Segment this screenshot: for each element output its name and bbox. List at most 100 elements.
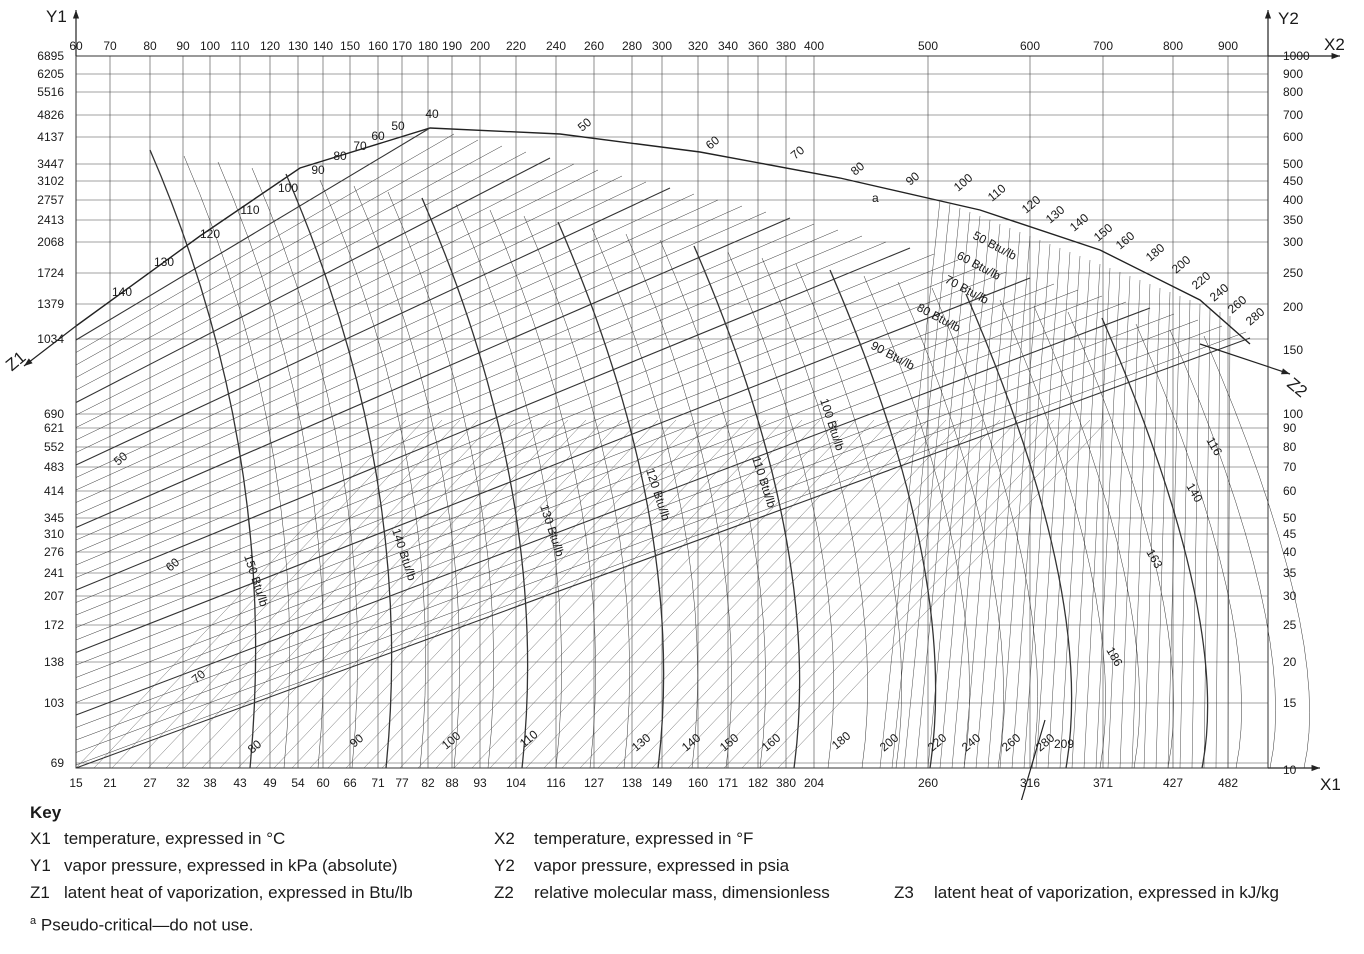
fan-line — [1191, 303, 1201, 769]
y1-tick-label: 241 — [44, 566, 64, 580]
hatch-line — [291, 419, 623, 769]
latent-heat-arc — [897, 281, 1004, 769]
latent-heat-arc — [421, 197, 529, 769]
y2-tick-label: 50 — [1283, 511, 1297, 525]
latent-heat-arc — [1033, 305, 1140, 769]
x1-tick-label: 21 — [103, 776, 117, 790]
mw-diagonal-line — [75, 163, 575, 416]
z3-axis-arrow — [1020, 719, 1046, 800]
x2-tick-label: 60 — [69, 39, 83, 53]
hatch-line — [147, 419, 479, 769]
mw-upper-label: 150 — [1091, 220, 1116, 244]
z1-label: 110 — [517, 727, 541, 750]
mw-diagonal-line — [75, 199, 719, 491]
fan-line — [1119, 279, 1141, 769]
fan-line — [1131, 283, 1151, 769]
z1-label: 150 — [717, 730, 742, 754]
mw-upper-label: 220 — [1189, 268, 1214, 292]
y1-tick-label: 621 — [44, 421, 64, 435]
fan-line — [999, 239, 1041, 769]
latent-heat-arc — [319, 179, 426, 769]
key-title: Key — [30, 803, 62, 822]
hatch-line — [237, 419, 569, 769]
mw-diagonal-line — [75, 235, 863, 566]
key-code-x2: X2 — [494, 829, 515, 848]
x1-tick-label: 32 — [176, 776, 190, 790]
x1-tick-label: 82 — [421, 776, 435, 790]
hatch-line — [633, 419, 965, 769]
key-text-z3: latent heat of vaporization, expressed i… — [934, 883, 1279, 902]
key-code-x1: X1 — [30, 829, 51, 848]
fan-line — [1035, 251, 1071, 769]
fan-line — [879, 199, 941, 769]
x1-tick-label: 43 — [233, 776, 247, 790]
x1-tick-label: 77 — [395, 776, 409, 790]
hatch-line — [435, 419, 767, 769]
y1-tick-label: 690 — [44, 407, 64, 421]
mw-upper-label: 110 — [985, 181, 1009, 204]
mw-left-label: 40 — [425, 107, 439, 121]
latent-heat-arc — [727, 251, 834, 769]
x1-tick-label: 104 — [506, 776, 526, 790]
key-text-x2: temperature, expressed in °F — [534, 829, 754, 848]
x1-tick-label: 49 — [263, 776, 277, 790]
hatch-line — [453, 419, 785, 769]
y2-tick-label: 800 — [1283, 85, 1303, 99]
z1-end-label: 209 — [1054, 737, 1074, 751]
x2-tick-label: 800 — [1163, 39, 1183, 53]
mw-diagonal-line — [75, 241, 887, 578]
fan-line — [891, 203, 951, 769]
fan-line — [903, 207, 961, 769]
x1-tick-label: 15 — [69, 776, 83, 790]
hatch-line — [471, 419, 803, 769]
hatch-line — [381, 419, 713, 769]
latent-heat-arc — [693, 245, 801, 769]
pseudo-critical-marker: a — [872, 191, 879, 205]
mw-diagonal-line — [75, 169, 599, 428]
latent-heat-arc — [829, 269, 937, 769]
x1-tick-label: 380 — [776, 776, 796, 790]
mw-diagonal-line — [75, 265, 983, 628]
hatch-line — [327, 419, 659, 769]
key-code-y1: Y1 — [30, 856, 51, 875]
fan-line — [1143, 287, 1161, 769]
x2-tick-label: 110 — [230, 39, 249, 53]
x1-axis-arrow-head — [1311, 764, 1320, 772]
y2-tick-label: 80 — [1283, 440, 1297, 454]
y1-tick-label: 103 — [44, 696, 64, 710]
x1-tick-label: 38 — [203, 776, 217, 790]
x1-tick-label: 60 — [316, 776, 330, 790]
key-code-z2: Z2 — [494, 883, 514, 902]
mw-diagonal-line — [75, 337, 1251, 769]
hatch-line — [543, 419, 875, 769]
y1-tick-label: 4826 — [37, 108, 64, 122]
latent-heat-arc — [1203, 335, 1310, 769]
fan-line — [1071, 263, 1101, 769]
latent-heat-arc — [149, 149, 257, 769]
hatch-line — [309, 419, 641, 769]
mw-diagonal-line — [75, 277, 1031, 654]
fan-line — [987, 235, 1031, 769]
x2-tick-label: 130 — [288, 39, 308, 53]
footnote-text: Pseudo-critical—do not use. — [40, 915, 254, 935]
x1-tick-label: 54 — [291, 776, 305, 790]
latent-heat-arc — [999, 299, 1106, 769]
latent-heat-arc — [353, 185, 460, 769]
hatch-line — [759, 419, 1091, 769]
x2-tick-label: 360 — [748, 39, 768, 53]
key-code-z3: Z3 — [894, 883, 914, 902]
fan-line — [939, 219, 991, 769]
latent-heat-arc — [591, 227, 698, 769]
mw-diagonal-line — [75, 325, 1223, 753]
latent-heat-arc — [863, 275, 970, 769]
z1-axis-arrow — [23, 325, 77, 367]
y2-tick-label: 350 — [1283, 213, 1303, 227]
x2-tick-label: 200 — [470, 39, 490, 53]
y1-tick-label: 6895 — [37, 49, 64, 63]
hatch-line — [615, 419, 947, 769]
y2-tick-label: 200 — [1283, 300, 1303, 314]
x2-tick-label: 260 — [584, 39, 604, 53]
x2-tick-label: 900 — [1218, 39, 1238, 53]
critical-envelope-curve — [75, 127, 1251, 345]
x1-tick-label: 427 — [1163, 776, 1183, 790]
